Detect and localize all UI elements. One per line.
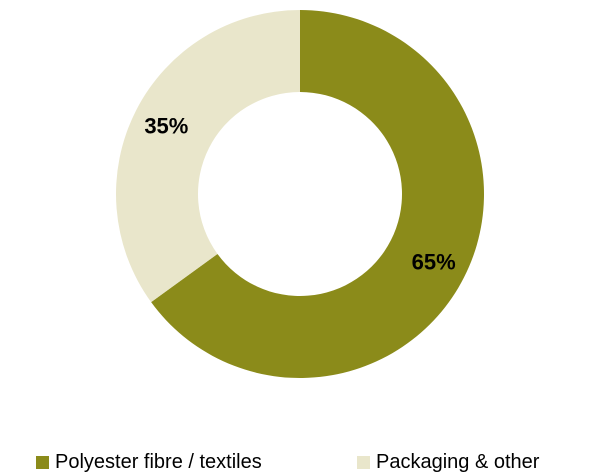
legend-item-packaging: Packaging & other (357, 451, 539, 473)
donut-slice-0 (151, 10, 485, 379)
legend-swatch-polyester (36, 455, 49, 469)
slice-value-label-1: 35% (144, 113, 188, 138)
legend-swatch-packaging (357, 455, 370, 469)
slice-labels: 65% 35% (144, 113, 455, 274)
slice-value-label-0: 65% (412, 250, 456, 275)
legend-label-polyester: Polyester fibre / textiles (55, 451, 262, 473)
chart-legend: Polyester fibre / textiles Packaging & o… (0, 451, 590, 473)
legend-label-packaging: Packaging & other (376, 451, 540, 473)
legend-item-polyester: Polyester fibre / textiles (36, 451, 262, 473)
donut-slices (116, 10, 485, 379)
donut-slice-1 (116, 10, 300, 303)
